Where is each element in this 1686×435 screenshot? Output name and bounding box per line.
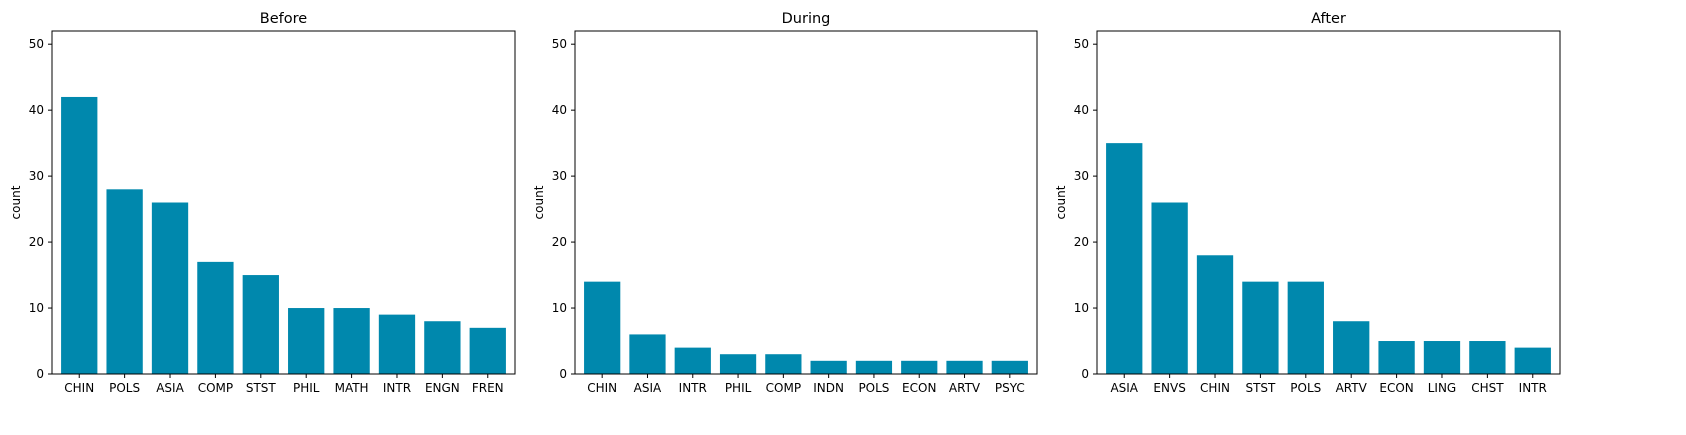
- xtick-label-before-asia: ASIA: [156, 381, 184, 395]
- xtick-label-during-comp: COMP: [766, 381, 801, 395]
- ytick-label-after-30: 30: [1074, 169, 1089, 183]
- xtick-label-before-math: MATH: [335, 381, 369, 395]
- xtick-label-after-stst: STST: [1245, 381, 1276, 395]
- bar-during-econ: [901, 360, 938, 374]
- bar-after-intr: [1514, 347, 1551, 374]
- xtick-label-during-indn: INDN: [813, 381, 844, 395]
- ytick-label-before-30: 30: [29, 169, 44, 183]
- bar-after-econ: [1378, 341, 1415, 374]
- ytick-label-before-50: 50: [29, 37, 44, 51]
- xtick-label-after-artv: ARTV: [1336, 381, 1368, 395]
- xtick-label-during-artv: ARTV: [949, 381, 981, 395]
- panel-during-ylabel: count: [532, 185, 546, 219]
- xtick-label-during-asia: ASIA: [634, 381, 662, 395]
- panel-during-marks: 0 10 20 30 40 50 CHIN ASIA INTR PHIL COMP INDN POLS E…: [552, 30, 1038, 395]
- panel-during-title: During: [782, 11, 831, 27]
- xtick-label-before-intr: INTR: [383, 381, 411, 395]
- bar-during-artv: [946, 360, 983, 374]
- bar-during-indn: [810, 360, 847, 374]
- xtick-label-after-intr: INTR: [1519, 381, 1547, 395]
- ytick-label-before-10: 10: [29, 301, 44, 315]
- bar-before-comp: [197, 261, 234, 374]
- ytick-label-before-20: 20: [29, 235, 44, 249]
- xtick-label-before-stst: STST: [246, 381, 277, 395]
- bar-during-comp: [765, 354, 802, 374]
- xtick-label-before-pols: POLS: [109, 381, 140, 395]
- panel-before-marks: 0 10 20 30 40 50 CHIN POLS ASIA COMP STST PHIL MATH I…: [29, 30, 516, 395]
- ytick-label-during-40: 40: [552, 103, 567, 117]
- xtick-label-during-psyc: PSYC: [995, 381, 1025, 395]
- xtick-label-after-envs: ENVS: [1153, 381, 1185, 395]
- xtick-label-after-pols: POLS: [1290, 381, 1321, 395]
- ytick-label-before-0: 0: [36, 367, 44, 381]
- bar-after-artv: [1333, 321, 1370, 374]
- xtick-label-before-phil: PHIL: [293, 381, 320, 395]
- plot-frame-before: [51, 30, 516, 375]
- bar-before-asia: [151, 202, 189, 374]
- bar-during-pols: [855, 360, 893, 374]
- bar-before-chin: [61, 96, 98, 375]
- ytick-label-during-20: 20: [552, 235, 567, 249]
- bar-after-chin: [1196, 255, 1234, 374]
- xtick-label-before-comp: COMP: [198, 381, 233, 395]
- bar-before-pols: [106, 189, 143, 374]
- plot-frame-during: [574, 30, 1038, 375]
- bar-after-chst: [1469, 341, 1506, 374]
- ytick-label-after-10: 10: [1074, 301, 1089, 315]
- bar-after-stst: [1242, 281, 1279, 374]
- panel-before-title: Before: [260, 11, 307, 27]
- xtick-label-during-chin: CHIN: [587, 381, 617, 395]
- panel-after-ylabel: count: [1054, 185, 1068, 219]
- xtick-label-before-fren: FREN: [472, 381, 504, 395]
- ytick-label-during-10: 10: [552, 301, 567, 315]
- xtick-label-after-chin: CHIN: [1200, 381, 1230, 395]
- bar-before-phil: [288, 308, 325, 374]
- ytick-label-before-40: 40: [29, 103, 44, 117]
- bar-during-psyc: [991, 360, 1028, 374]
- bar-before-math: [333, 308, 370, 374]
- xtick-label-after-chst: CHST: [1471, 381, 1504, 395]
- bar-before-fren: [469, 327, 506, 374]
- panel-before: Before count 0 10 20 30 40 50 CHIN POLS ASIA COMP…: [9, 11, 516, 395]
- panel-after-title: After: [1311, 11, 1346, 27]
- bar-after-envs: [1151, 202, 1188, 374]
- xtick-label-after-asia: ASIA: [1110, 381, 1138, 395]
- xtick-label-before-chin: CHIN: [64, 381, 94, 395]
- bar-before-engn: [424, 321, 461, 374]
- xtick-label-during-pols: POLS: [858, 381, 889, 395]
- ytick-label-after-0: 0: [1081, 367, 1089, 381]
- bar-during-chin: [584, 281, 621, 374]
- ytick-label-during-50: 50: [552, 37, 567, 51]
- bar-after-ling: [1423, 341, 1461, 374]
- xtick-label-after-econ: ECON: [1379, 381, 1413, 395]
- xtick-label-during-phil: PHIL: [725, 381, 752, 395]
- plot-frame-after: [1096, 30, 1561, 375]
- ytick-label-after-50: 50: [1074, 37, 1089, 51]
- panel-during: During count 0 10 20 30 40 50 CHIN ASIA INTR PHIL…: [532, 11, 1038, 395]
- ytick-label-during-30: 30: [552, 169, 567, 183]
- ytick-label-after-20: 20: [1074, 235, 1089, 249]
- panel-before-ylabel: count: [9, 185, 23, 219]
- bar-before-stst: [242, 275, 279, 374]
- bar-after-asia: [1106, 143, 1143, 374]
- xtick-label-during-econ: ECON: [902, 381, 936, 395]
- panel-after: After count 0 10 20 30 40 50 ASIA ENVS CHIN STST P…: [1054, 11, 1561, 395]
- bar-during-phil: [719, 354, 757, 374]
- bar-after-pols: [1287, 281, 1324, 374]
- bar-during-asia: [629, 334, 666, 374]
- panel-after-marks: 0 10 20 30 40 50 ASIA ENVS CHIN STST POLS ARTV ECON L…: [1074, 30, 1561, 395]
- xtick-label-during-intr: INTR: [679, 381, 707, 395]
- bar-before-intr: [378, 314, 416, 374]
- xtick-label-after-ling: LING: [1428, 381, 1457, 395]
- xtick-label-before-engn: ENGN: [425, 381, 460, 395]
- ytick-label-during-0: 0: [559, 367, 567, 381]
- bar-during-intr: [674, 347, 711, 374]
- ytick-label-after-40: 40: [1074, 103, 1089, 117]
